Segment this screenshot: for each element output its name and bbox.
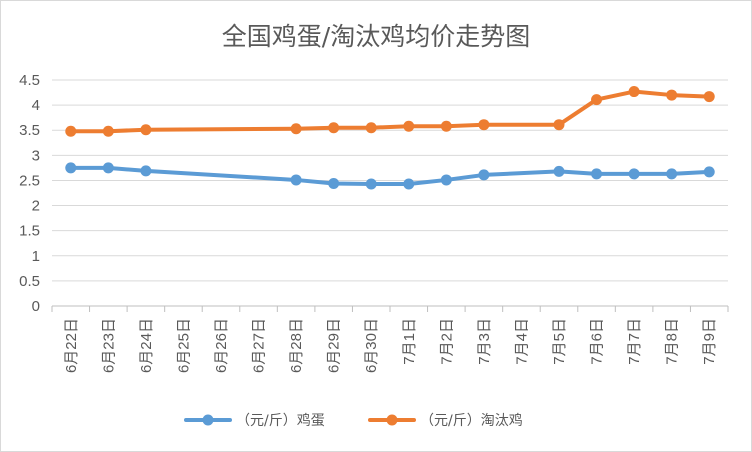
data-point xyxy=(65,125,77,137)
data-point xyxy=(440,174,452,186)
data-point xyxy=(553,119,565,131)
x-axis: 6月22日 6月23日 6月24日 6月25日 6月26日 6月27日 6月28日 6月29日… xyxy=(51,305,729,373)
x-tick-label: 7月3日 xyxy=(476,318,493,365)
legend-swatch-marker xyxy=(386,414,398,426)
x-tick-label: 6月22日 xyxy=(63,318,80,373)
data-point xyxy=(553,165,565,177)
data-point xyxy=(140,124,152,136)
data-point xyxy=(403,178,415,190)
legend-label: （元/斤）淘汰鸡 xyxy=(420,412,523,429)
data-point xyxy=(703,91,715,103)
y-tick-label: 4 xyxy=(32,97,40,114)
x-tick-label: 7月9日 xyxy=(701,318,718,365)
x-tick-label: 7月4日 xyxy=(513,318,530,365)
series-line xyxy=(68,165,712,186)
data-point xyxy=(403,120,415,132)
y-tick-label: 1 xyxy=(32,248,40,265)
legend-item-1: （元/斤）鸡蛋 xyxy=(184,412,325,429)
data-point xyxy=(140,165,152,177)
data-point xyxy=(365,178,377,190)
x-tick-label: 7月6日 xyxy=(589,318,606,365)
y-tick-label: 0.5 xyxy=(19,273,40,290)
y-axis: 0 0.5 1 1.5 2 2.5 3 3.5 4 4.5 xyxy=(19,72,40,315)
data-point xyxy=(102,162,114,174)
series-group xyxy=(65,86,715,190)
data-point xyxy=(478,119,490,131)
data-point xyxy=(591,94,603,106)
data-point xyxy=(290,174,302,186)
data-point xyxy=(328,122,340,134)
series-1 xyxy=(65,162,715,190)
y-tick-label: 1.5 xyxy=(19,223,40,240)
x-tick-label: 6月29日 xyxy=(326,318,343,373)
grid-lines xyxy=(52,79,728,282)
data-point xyxy=(666,89,678,101)
data-point xyxy=(328,177,340,189)
data-point xyxy=(703,166,715,178)
data-point xyxy=(102,125,114,137)
legend: （元/斤）鸡蛋 （元/斤）淘汰鸡 xyxy=(184,412,523,429)
legend-swatch-marker xyxy=(202,414,214,426)
data-point xyxy=(591,168,603,180)
data-point xyxy=(478,169,490,181)
chart-title: 全国鸡蛋/淘汰鸡均价走势图 xyxy=(222,22,530,51)
x-tick-label: 7月7日 xyxy=(626,318,643,365)
x-tick-label: 7月2日 xyxy=(438,318,455,365)
series-line xyxy=(68,89,712,134)
data-point xyxy=(628,168,640,180)
series-2 xyxy=(65,86,715,137)
y-tick-label: 2.5 xyxy=(19,172,40,189)
x-tick-label: 6月30日 xyxy=(363,318,380,373)
x-tick-label: 6月27日 xyxy=(251,318,268,373)
x-tick-label: 7月8日 xyxy=(664,318,681,365)
x-tick-label: 7月1日 xyxy=(401,318,418,365)
x-tick-label: 7月5日 xyxy=(551,318,568,365)
data-point xyxy=(65,162,77,174)
x-tick-label: 6月24日 xyxy=(138,318,155,373)
legend-label: （元/斤）鸡蛋 xyxy=(236,412,325,429)
y-tick-label: 3 xyxy=(32,147,40,164)
data-point xyxy=(365,122,377,134)
x-tick-label: 6月26日 xyxy=(213,318,230,373)
data-point xyxy=(666,168,678,180)
data-point xyxy=(628,86,640,98)
data-point xyxy=(290,123,302,135)
y-tick-label: 0 xyxy=(32,298,40,315)
data-point xyxy=(440,120,452,132)
x-tick-label: 6月28日 xyxy=(288,318,305,373)
y-tick-label: 3.5 xyxy=(19,122,40,139)
x-tick-label: 6月25日 xyxy=(175,318,192,373)
x-tick-label: 6月23日 xyxy=(100,318,117,373)
y-tick-label: 2 xyxy=(32,198,40,215)
y-tick-label: 4.5 xyxy=(19,72,40,89)
legend-item-2: （元/斤）淘汰鸡 xyxy=(368,412,523,429)
